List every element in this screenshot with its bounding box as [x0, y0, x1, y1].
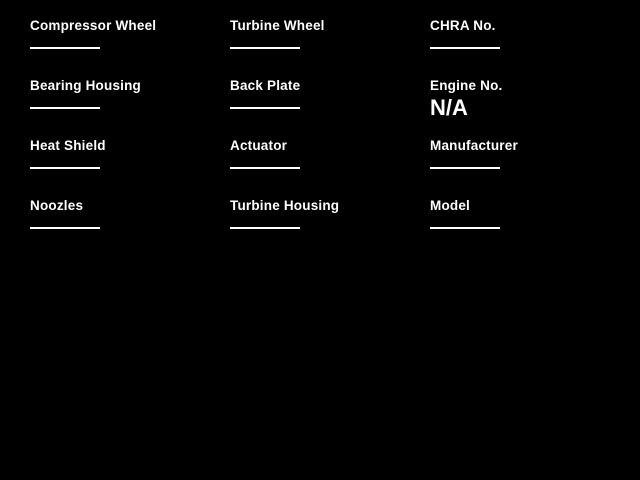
- field-label: Compressor Wheel: [30, 18, 157, 33]
- actuator-input-underline[interactable]: [230, 167, 300, 169]
- field-label: Engine No.: [430, 78, 503, 93]
- compressor-wheel-input-underline[interactable]: [30, 47, 100, 49]
- model-input-underline[interactable]: [430, 227, 500, 229]
- bearing-housing-input-underline[interactable]: [30, 107, 100, 109]
- field-actuator: Actuator: [230, 138, 410, 169]
- field-label: CHRA No.: [430, 18, 496, 33]
- field-back-plate: Back Plate: [230, 78, 410, 109]
- field-label: Noozles: [30, 198, 84, 213]
- field-heat-shield: Heat Shield: [30, 138, 210, 169]
- field-turbine-housing: Turbine Housing: [230, 198, 410, 229]
- turbine-housing-input-underline[interactable]: [230, 227, 300, 229]
- field-label: Turbine Wheel: [230, 18, 325, 33]
- field-noozles: Noozles: [30, 198, 210, 229]
- back-plate-input-underline[interactable]: [230, 107, 300, 109]
- field-model: Model: [430, 198, 610, 229]
- chra-no-input-underline[interactable]: [430, 47, 500, 49]
- field-manufacturer: Manufacturer: [430, 138, 610, 169]
- field-label: Bearing Housing: [30, 78, 142, 93]
- field-label: Turbine Housing: [230, 198, 340, 213]
- field-bearing-housing: Bearing Housing: [30, 78, 210, 109]
- field-label: Back Plate: [230, 78, 301, 93]
- manufacturer-input-underline[interactable]: [430, 167, 500, 169]
- field-label: Model: [430, 198, 470, 213]
- noozles-input-underline[interactable]: [30, 227, 100, 229]
- turbine-wheel-input-underline[interactable]: [230, 47, 300, 49]
- field-compressor-wheel: Compressor Wheel: [30, 18, 210, 49]
- engine-no-value[interactable]: N/A: [430, 95, 468, 120]
- field-label: Actuator: [230, 138, 288, 153]
- field-engine-no: Engine No. N/A: [430, 78, 610, 119]
- field-chra-no: CHRA No.: [430, 18, 610, 49]
- heat-shield-input-underline[interactable]: [30, 167, 100, 169]
- field-label: Heat Shield: [30, 138, 106, 153]
- field-label: Manufacturer: [430, 138, 518, 153]
- field-turbine-wheel: Turbine Wheel: [230, 18, 410, 49]
